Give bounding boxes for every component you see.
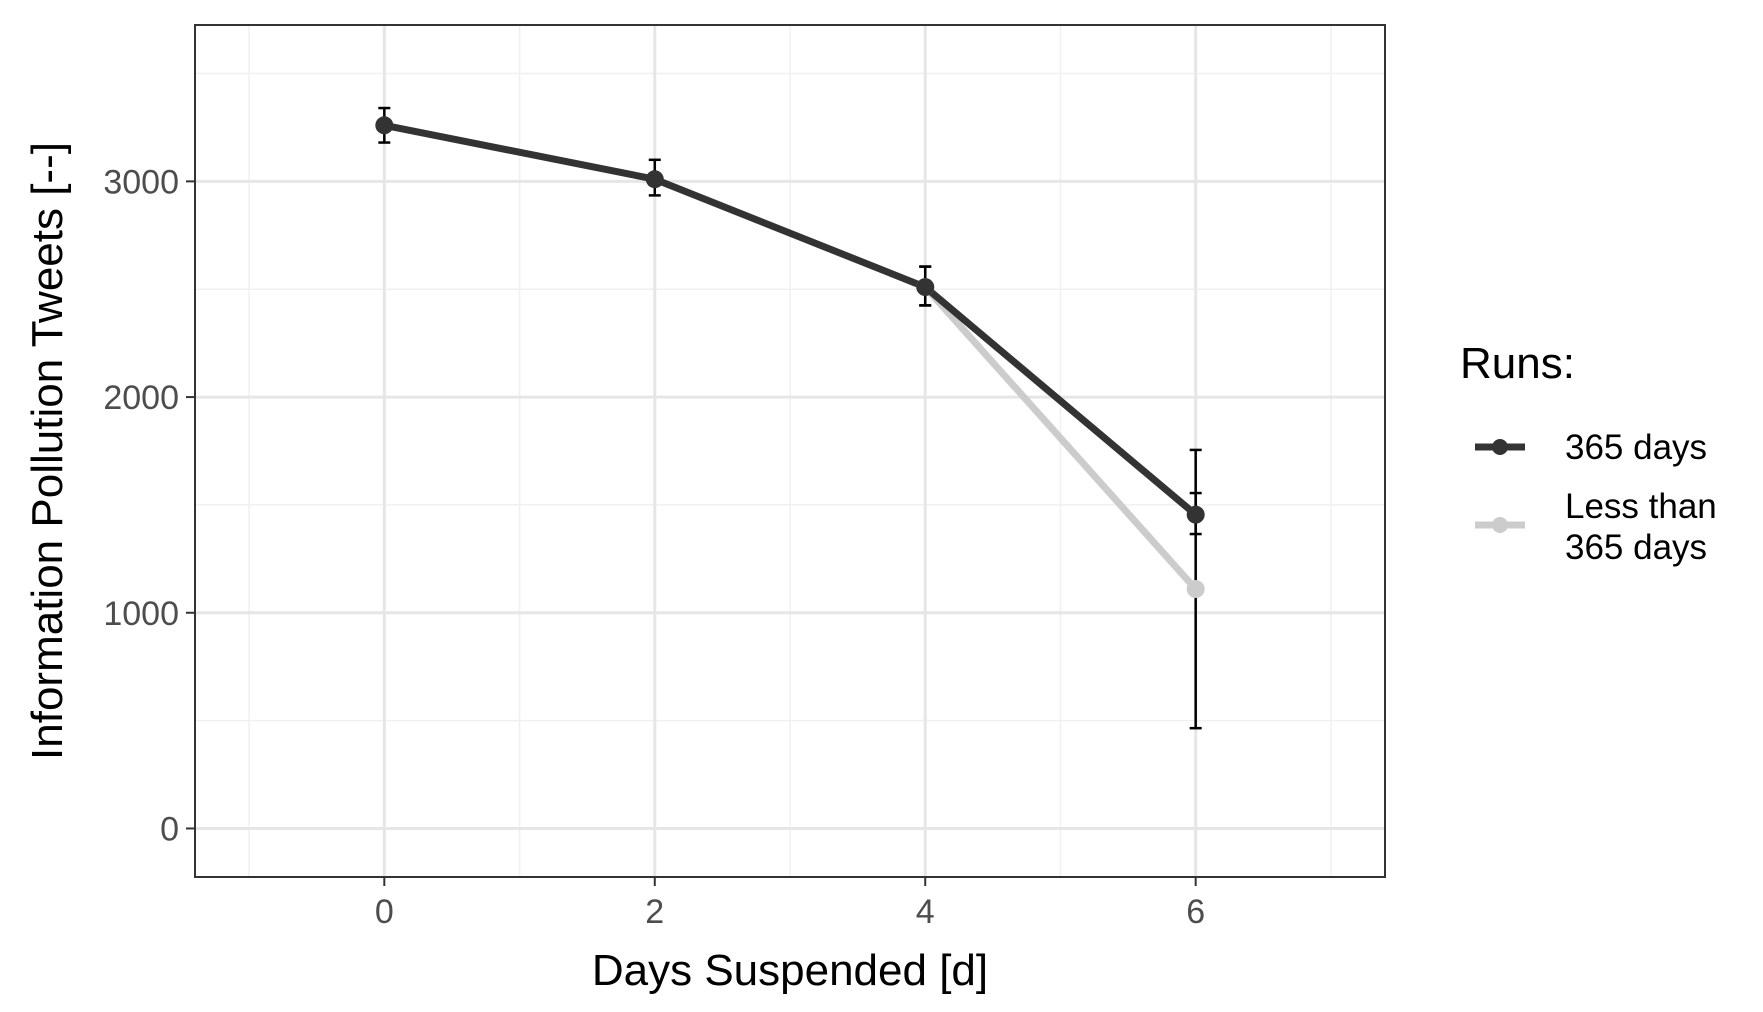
series-layer: [375, 106, 1205, 730]
data-point: [1186, 580, 1205, 599]
legend-label: 365 days: [1565, 428, 1707, 467]
y-tick-label: 3000: [103, 163, 179, 201]
y-tick-label: 1000: [103, 595, 179, 633]
legend-key-point: [1492, 439, 1508, 455]
legend-key-point: [1492, 517, 1508, 533]
data-point: [1186, 505, 1205, 524]
x-tick-label: 4: [916, 893, 935, 931]
legend-label: Less than: [1565, 487, 1717, 526]
data-point: [916, 278, 935, 297]
legend-label: 365 days: [1565, 528, 1707, 567]
y-tick-label: 2000: [103, 379, 179, 417]
data-point: [375, 116, 394, 135]
x-tick-label: 2: [645, 893, 664, 931]
y-tick-label: 0: [160, 810, 179, 848]
x-axis-title: Days Suspended [d]: [592, 946, 988, 995]
data-point: [645, 170, 664, 189]
axis-layer: 0 2 4 6 0 1000 2000 3000: [103, 163, 1205, 931]
x-tick-label: 6: [1186, 893, 1205, 931]
x-tick-label: 0: [375, 893, 394, 931]
y-axis-title: Information Pollution Tweets [--]: [23, 142, 72, 760]
series-line: [380, 121, 1200, 519]
plot-border: [194, 24, 1386, 878]
series-line: [921, 283, 1200, 593]
grid-layer: [195, 25, 1385, 877]
legend-title: Runs:: [1460, 339, 1575, 388]
